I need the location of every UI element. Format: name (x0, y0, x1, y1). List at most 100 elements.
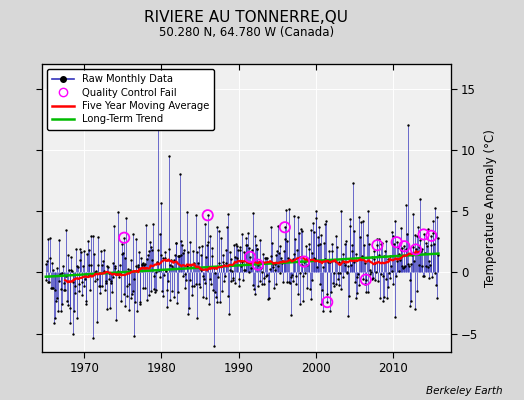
Point (321, 220, 329, 227)
Point (327, 289, 335, 295)
Point (105, 270, 113, 276)
Point (253, 246, 261, 252)
Point (74, 264, 82, 270)
Point (94, 262, 102, 268)
Point (421, 250, 429, 256)
Point (115, 262, 124, 268)
Point (308, 250, 316, 256)
Point (356, 256, 365, 262)
Point (304, 255, 312, 262)
Point (251, 233, 259, 239)
Point (71, 290, 79, 296)
Point (212, 294, 220, 300)
Point (223, 293, 232, 300)
Point (194, 260, 202, 266)
Point (353, 290, 362, 297)
Point (137, 261, 146, 267)
Point (400, 243, 409, 250)
Point (195, 244, 203, 250)
Point (363, 232, 372, 238)
Point (329, 280, 337, 286)
Point (97, 262, 106, 268)
Point (219, 258, 227, 265)
Point (296, 270, 304, 277)
Point (157, 252, 166, 258)
Point (183, 311, 192, 317)
Point (312, 215, 321, 221)
Point (367, 276, 376, 282)
Point (235, 276, 244, 282)
Point (364, 289, 373, 296)
Point (68, 268, 77, 274)
Point (173, 289, 182, 295)
Point (233, 242, 242, 249)
Point (124, 266, 132, 273)
Point (403, 260, 412, 267)
Point (279, 279, 287, 285)
Point (396, 257, 404, 263)
Point (221, 272, 230, 279)
Point (240, 267, 248, 273)
Point (208, 245, 216, 251)
Point (224, 211, 233, 217)
Point (219, 252, 227, 258)
Point (63, 252, 72, 258)
Point (389, 281, 398, 288)
Point (54, 237, 63, 243)
Point (246, 254, 254, 260)
Point (193, 314, 202, 321)
Point (57, 308, 65, 314)
Point (171, 239, 180, 246)
Point (424, 264, 432, 270)
Point (257, 281, 266, 288)
Point (399, 265, 407, 271)
Point (290, 213, 299, 220)
Point (216, 298, 224, 305)
Point (46, 254, 54, 261)
Point (135, 298, 144, 305)
Point (272, 280, 281, 287)
Point (190, 260, 199, 266)
Point (412, 246, 420, 253)
Point (315, 224, 323, 230)
Point (362, 276, 370, 283)
Point (287, 274, 295, 280)
Point (81, 276, 89, 282)
Point (123, 293, 131, 300)
Point (79, 263, 87, 270)
Point (248, 282, 257, 288)
Point (304, 246, 313, 252)
Point (236, 244, 244, 250)
Point (196, 267, 205, 274)
Point (252, 242, 260, 248)
Point (200, 280, 209, 287)
Point (162, 268, 170, 275)
Point (322, 217, 330, 224)
Point (423, 226, 432, 232)
Point (350, 228, 358, 235)
Point (258, 269, 267, 275)
Point (185, 305, 193, 311)
Point (290, 251, 298, 257)
Point (111, 265, 119, 272)
Point (350, 259, 358, 265)
Point (410, 258, 418, 264)
Point (223, 224, 231, 230)
Point (220, 262, 228, 268)
Point (265, 278, 274, 284)
Point (385, 270, 393, 276)
Point (83, 251, 91, 258)
Point (433, 235, 442, 241)
Point (392, 273, 400, 279)
Point (257, 265, 265, 271)
Point (62, 272, 71, 279)
Point (82, 300, 91, 307)
Point (297, 226, 305, 232)
Point (389, 233, 397, 239)
Point (46, 234, 54, 241)
Point (355, 214, 364, 220)
Point (392, 239, 401, 246)
Point (129, 288, 137, 294)
Point (126, 294, 135, 301)
Point (433, 214, 441, 220)
